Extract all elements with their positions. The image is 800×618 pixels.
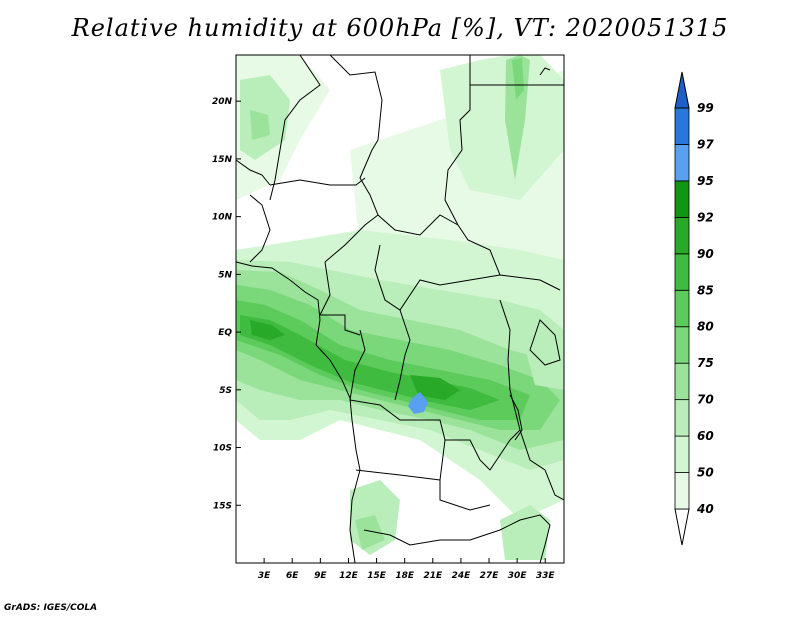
colorbar-label: 99 <box>697 101 714 115</box>
colorbar-segment <box>674 326 690 364</box>
border <box>439 439 491 511</box>
border <box>355 469 441 481</box>
humidity-region-north <box>250 110 270 140</box>
humidity-region-dark <box>250 320 285 340</box>
humidity-region-blue <box>408 392 428 414</box>
border <box>249 194 271 263</box>
lat-tick-label: 15S <box>213 501 232 511</box>
lon-tick-label: 15E <box>367 571 387 581</box>
border <box>444 55 561 291</box>
lat-tick-label: 5N <box>218 270 232 280</box>
border <box>349 329 521 471</box>
colorbar-label: 97 <box>697 137 714 151</box>
lat-tick-label: 10N <box>212 213 233 223</box>
lat-tick-label: 10S <box>213 444 232 454</box>
lat-tick-label: EQ <box>218 328 232 338</box>
lon-tick-label: 33E <box>536 571 556 581</box>
lon-tick-label: 24E <box>452 571 472 581</box>
lat-tick-label: 15N <box>212 155 233 165</box>
border <box>377 214 459 236</box>
border <box>529 319 561 366</box>
colorbar-segment <box>674 289 690 328</box>
colorbar-label: 70 <box>697 393 714 407</box>
lon-tick-label: 21E <box>423 571 443 581</box>
colorbar-label: 80 <box>697 320 714 334</box>
border <box>324 55 383 263</box>
map-axes: 3E 6E 9E 12E 15E 18E 21E 24E 27E 30E 33E 20N 15N 10N 5… <box>212 97 556 581</box>
map-title: Relative humidity at 600hPa [%], VT: 202… <box>71 14 729 42</box>
colorbar-segment <box>674 180 690 218</box>
border <box>509 394 523 441</box>
border <box>499 514 551 563</box>
colorbar-segment <box>674 216 690 255</box>
border <box>499 299 564 501</box>
border <box>363 529 501 546</box>
colorbar-segment <box>674 253 690 291</box>
lon-tick-label: 9E <box>314 571 327 581</box>
colorbar-segment <box>674 472 690 510</box>
lat-tick-label: 5S <box>219 386 232 396</box>
colorbar-segment <box>674 435 690 473</box>
humidity-region-dark <box>410 375 460 400</box>
colorbar-label: 90 <box>697 247 714 261</box>
border <box>269 177 366 186</box>
colorbar-label: 92 <box>697 210 714 224</box>
colorbar-segment <box>674 144 690 182</box>
colorbar-end-low <box>674 508 690 546</box>
border <box>374 244 501 311</box>
colorbar-segment <box>674 107 690 145</box>
footer-credit: GrADS: IGES/COLA <box>4 603 98 613</box>
colorbar-end-high <box>674 71 690 109</box>
colorbar-label: 40 <box>696 502 714 516</box>
lon-tick-label: 27E <box>480 571 500 581</box>
colorbar-segment <box>674 399 690 437</box>
colorbar-segment <box>674 362 690 401</box>
lon-tick-label: 3E <box>258 571 271 581</box>
colorbar-label: 95 <box>697 174 714 188</box>
colorbar-label: 75 <box>697 356 714 370</box>
lon-tick-label: 18E <box>395 571 415 581</box>
border <box>394 309 411 401</box>
colorbar-label: 85 <box>697 283 714 297</box>
map-frame <box>235 54 565 564</box>
border <box>539 67 551 76</box>
humidity-region-south <box>500 505 550 560</box>
coastline <box>236 261 361 563</box>
colorbar: 40 50 60 70 75 80 85 90 92 95 97 99 <box>674 71 714 546</box>
lon-tick-label: 6E <box>286 571 299 581</box>
humidity-region-plume <box>512 58 524 100</box>
border-lines <box>236 55 564 563</box>
border <box>236 159 271 186</box>
lon-tick-label: 12E <box>339 571 359 581</box>
colorbar-label: 60 <box>697 429 714 443</box>
border <box>269 55 321 201</box>
colorbar-label: 50 <box>697 466 714 480</box>
humidity-field <box>236 55 564 563</box>
humidity-region-east <box>520 320 564 390</box>
border <box>319 261 361 336</box>
lat-tick-label: 20N <box>212 97 233 107</box>
lon-tick-label: 30E <box>508 571 528 581</box>
humidity-region-south <box>355 515 385 550</box>
humidity-region-light <box>440 55 564 200</box>
